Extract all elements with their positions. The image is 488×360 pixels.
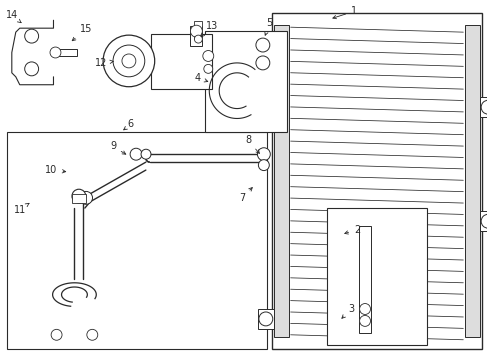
Bar — [205, 31, 286, 132]
Circle shape — [190, 25, 202, 37]
Circle shape — [258, 159, 269, 171]
Bar — [72, 194, 86, 203]
Text: 4: 4 — [194, 73, 207, 83]
Circle shape — [103, 35, 154, 87]
Bar — [271, 13, 481, 349]
Circle shape — [87, 329, 98, 340]
Circle shape — [480, 214, 488, 228]
Bar — [190, 26, 202, 46]
Circle shape — [130, 148, 142, 160]
Text: 12: 12 — [95, 58, 113, 68]
Bar — [55, 49, 77, 57]
Circle shape — [480, 100, 488, 114]
Circle shape — [255, 56, 269, 70]
Circle shape — [141, 149, 151, 159]
Circle shape — [72, 189, 86, 203]
Circle shape — [359, 303, 370, 314]
Circle shape — [50, 47, 61, 58]
Text: 2: 2 — [344, 225, 360, 235]
Circle shape — [359, 315, 370, 327]
Circle shape — [203, 50, 213, 62]
Bar — [358, 226, 370, 333]
Circle shape — [194, 35, 202, 43]
Circle shape — [25, 29, 39, 43]
Text: 9: 9 — [110, 141, 125, 154]
Text: 5: 5 — [264, 18, 272, 35]
Circle shape — [113, 45, 144, 77]
Circle shape — [255, 38, 269, 52]
Text: 7: 7 — [239, 188, 252, 203]
Circle shape — [258, 312, 272, 326]
Bar — [479, 211, 488, 231]
Text: 14: 14 — [6, 10, 21, 23]
Bar — [479, 97, 488, 117]
Text: 6: 6 — [123, 120, 134, 130]
Circle shape — [80, 192, 92, 204]
Bar — [273, 25, 288, 337]
Bar — [257, 309, 273, 329]
Bar — [464, 25, 479, 337]
Bar — [150, 34, 212, 89]
Circle shape — [257, 148, 270, 161]
Circle shape — [25, 62, 39, 76]
Bar — [7, 132, 266, 349]
Text: 11: 11 — [14, 203, 29, 215]
Text: 10: 10 — [45, 165, 65, 175]
Text: 15: 15 — [72, 24, 92, 41]
Circle shape — [122, 54, 136, 68]
Text: 3: 3 — [341, 304, 353, 318]
Text: 8: 8 — [244, 135, 259, 153]
Text: 1: 1 — [332, 6, 356, 19]
Circle shape — [203, 64, 212, 73]
Text: 13: 13 — [201, 21, 218, 37]
Bar — [326, 208, 426, 345]
Bar — [194, 21, 202, 39]
Circle shape — [51, 329, 62, 340]
